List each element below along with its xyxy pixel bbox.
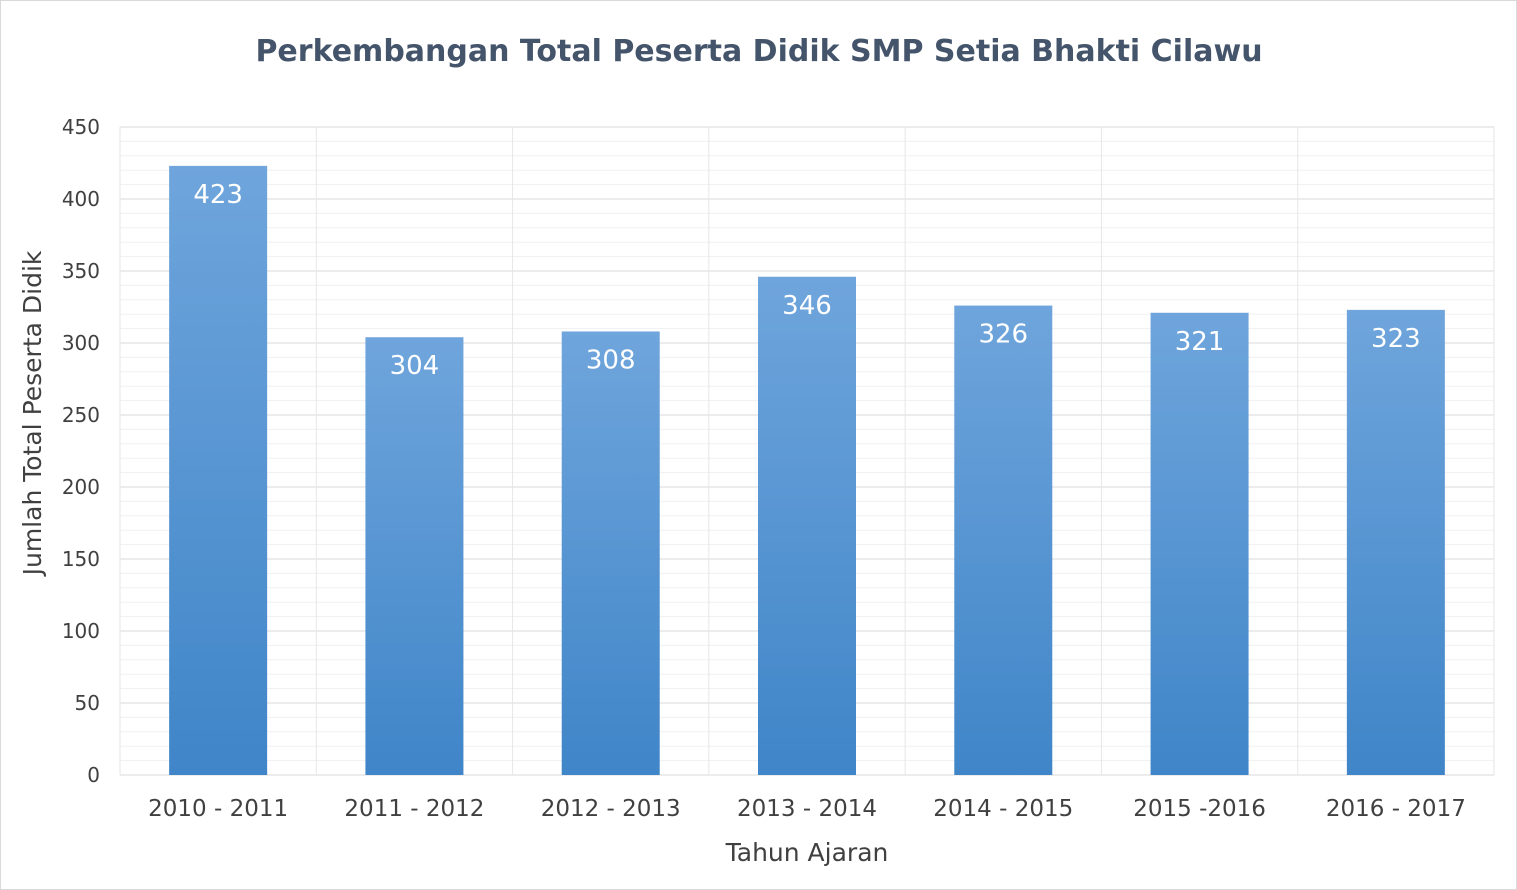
x-tick-label: 2014 - 2015 xyxy=(933,796,1073,822)
data-label: 326 xyxy=(978,320,1028,350)
x-tick-label: 2012 - 2013 xyxy=(541,796,681,822)
bar xyxy=(758,276,856,775)
y-axis-ticks: 0 50 100 150 200 250 300 350 400 450 xyxy=(62,115,100,787)
y-tick-label: 150 xyxy=(62,547,100,571)
data-label: 423 xyxy=(193,180,243,210)
bar xyxy=(1346,309,1445,775)
data-label: 308 xyxy=(586,345,636,375)
data-label: 323 xyxy=(1371,324,1421,354)
x-tick-label: 2015 -2016 xyxy=(1133,796,1266,822)
y-tick-label: 200 xyxy=(62,475,100,499)
bars: 423 304 308 346 326 321 323 xyxy=(169,165,1445,775)
y-tick-label: 400 xyxy=(62,187,100,211)
y-tick-label: 50 xyxy=(75,691,100,715)
x-axis-title: Tahun Ajaran xyxy=(725,838,889,867)
chart-title: Perkembangan Total Peserta Didik SMP Set… xyxy=(255,34,1262,69)
bar xyxy=(1150,312,1249,775)
y-tick-label: 350 xyxy=(62,259,100,283)
bar xyxy=(169,165,268,775)
data-label: 346 xyxy=(782,291,832,321)
x-axis-ticks: 2010 - 2011 2011 - 2012 2012 - 2013 2013 - … xyxy=(148,796,1466,822)
y-tick-label: 100 xyxy=(62,619,100,643)
bar xyxy=(561,331,660,775)
y-tick-label: 450 xyxy=(62,115,100,139)
data-label: 321 xyxy=(1175,327,1225,357)
y-axis-title: Jumlah Total Peserta Didik xyxy=(18,250,47,577)
data-label: 304 xyxy=(390,351,440,381)
x-tick-label: 2010 - 2011 xyxy=(148,796,288,822)
x-tick-label: 2013 - 2014 xyxy=(737,796,877,822)
y-tick-label: 0 xyxy=(87,763,100,787)
x-tick-label: 2016 - 2017 xyxy=(1326,796,1466,822)
bar xyxy=(954,305,1053,775)
y-tick-label: 300 xyxy=(62,331,100,355)
y-tick-label: 250 xyxy=(62,403,100,427)
bar xyxy=(365,337,464,775)
x-tick-label: 2011 - 2012 xyxy=(344,796,484,822)
